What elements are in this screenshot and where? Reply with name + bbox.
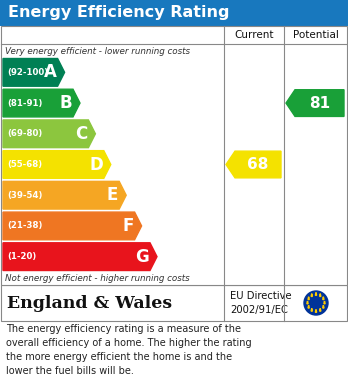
Bar bbox=[1, 26, 347, 285]
Text: Very energy efficient - lower running costs: Very energy efficient - lower running co… bbox=[5, 47, 190, 56]
Polygon shape bbox=[3, 243, 157, 271]
Polygon shape bbox=[315, 292, 317, 295]
Polygon shape bbox=[311, 294, 313, 296]
Polygon shape bbox=[323, 305, 324, 308]
Text: Current: Current bbox=[234, 30, 274, 40]
Text: 81: 81 bbox=[309, 95, 330, 111]
Text: (55-68): (55-68) bbox=[7, 160, 42, 169]
Text: (92-100): (92-100) bbox=[7, 68, 48, 77]
Text: C: C bbox=[75, 125, 87, 143]
Polygon shape bbox=[311, 308, 313, 311]
Polygon shape bbox=[226, 151, 281, 178]
Circle shape bbox=[304, 291, 328, 315]
Polygon shape bbox=[308, 297, 309, 300]
Text: 68: 68 bbox=[247, 157, 269, 172]
Text: Not energy efficient - higher running costs: Not energy efficient - higher running co… bbox=[5, 274, 190, 283]
Text: B: B bbox=[60, 94, 72, 112]
Bar bbox=[0, 0, 348, 26]
Polygon shape bbox=[315, 310, 317, 312]
Text: (21-38): (21-38) bbox=[7, 221, 42, 230]
Polygon shape bbox=[319, 308, 321, 311]
Text: A: A bbox=[44, 63, 57, 81]
Polygon shape bbox=[3, 212, 142, 240]
Text: F: F bbox=[122, 217, 134, 235]
Text: The energy efficiency rating is a measure of the
overall efficiency of a home. T: The energy efficiency rating is a measur… bbox=[6, 324, 252, 376]
Polygon shape bbox=[3, 59, 65, 86]
Bar bbox=[1, 285, 347, 321]
Text: (1-20): (1-20) bbox=[7, 252, 36, 261]
Text: (69-80): (69-80) bbox=[7, 129, 42, 138]
Polygon shape bbox=[307, 301, 308, 304]
Text: England & Wales: England & Wales bbox=[7, 294, 172, 312]
Text: D: D bbox=[89, 156, 103, 174]
Text: G: G bbox=[135, 248, 149, 265]
Polygon shape bbox=[323, 297, 324, 300]
Polygon shape bbox=[3, 181, 126, 209]
Polygon shape bbox=[286, 90, 344, 117]
Text: Energy Efficiency Rating: Energy Efficiency Rating bbox=[8, 5, 229, 20]
Polygon shape bbox=[319, 294, 321, 296]
Polygon shape bbox=[308, 305, 309, 308]
Polygon shape bbox=[3, 120, 95, 148]
Polygon shape bbox=[3, 151, 111, 178]
Polygon shape bbox=[3, 89, 80, 117]
Text: EU Directive
2002/91/EC: EU Directive 2002/91/EC bbox=[230, 291, 292, 315]
Text: (81-91): (81-91) bbox=[7, 99, 42, 108]
Text: Potential: Potential bbox=[293, 30, 339, 40]
Polygon shape bbox=[324, 301, 325, 304]
Text: E: E bbox=[107, 186, 118, 204]
Text: (39-54): (39-54) bbox=[7, 191, 42, 200]
